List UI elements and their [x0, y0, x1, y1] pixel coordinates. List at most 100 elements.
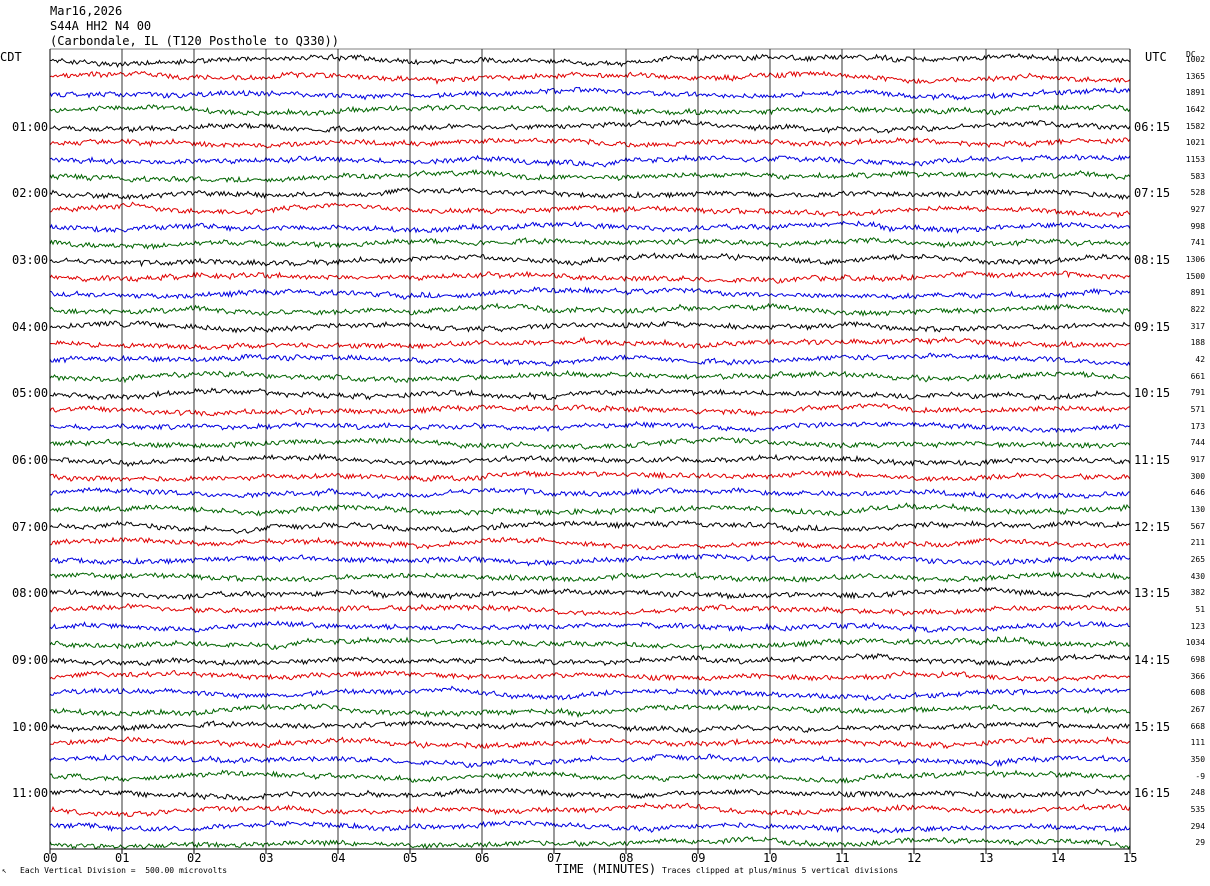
dc-offset-value: 366: [1190, 671, 1206, 681]
right-hour-label: 15:15: [1134, 719, 1171, 734]
dc-offset-value: 567: [1190, 521, 1206, 531]
chart-frame: [49, 48, 1131, 850]
dc-offset-value: 528: [1190, 188, 1206, 198]
trace-line: [49, 452, 1131, 468]
left-hour-label: 08:00: [12, 586, 49, 601]
trace-line: [49, 352, 1131, 367]
trace-line: [49, 369, 1131, 384]
trace-line: [49, 703, 1131, 718]
dc-offset-value: 1153: [1185, 155, 1206, 164]
trace-line: [49, 70, 1131, 85]
dc-offset-value: 188: [1190, 338, 1206, 348]
left-hour-label: 09:00: [12, 653, 49, 667]
trace-line: [49, 486, 1130, 500]
left-hour-label: 02:00: [12, 186, 49, 201]
clip-note: Traces clipped at plus/minus 5 vertical …: [662, 866, 899, 875]
trace-line: [50, 736, 1131, 750]
trace-line: [49, 402, 1131, 417]
x-tick-label: 12: [907, 851, 922, 865]
right-timezone-label: UTC: [1145, 50, 1167, 64]
right-hour-label: 14:15: [1134, 653, 1171, 667]
trace-line: [49, 436, 1131, 450]
trace-line: [49, 685, 1131, 702]
trace-line: [49, 153, 1131, 168]
trace-line: [49, 603, 1131, 617]
trace-line: [49, 220, 1131, 234]
dc-offset-value: 917: [1190, 455, 1206, 464]
trace-line: [49, 802, 1131, 818]
dc-offset-value: 744: [1190, 438, 1206, 448]
dc-offset-value: 1500: [1185, 271, 1206, 281]
trace-line: [49, 201, 1131, 219]
dc-offset-value: 430: [1190, 571, 1206, 581]
dc-offset-value: 535: [1190, 805, 1206, 814]
dc-offset-value: 294: [1190, 821, 1206, 831]
dc-offset-value: 698: [1190, 655, 1206, 664]
trace-line: [49, 420, 1131, 434]
dc-offset-value: 1021: [1185, 138, 1206, 148]
x-tick-label: 03: [259, 851, 274, 865]
trace-line: [49, 52, 1131, 69]
trace-line: [49, 519, 1131, 534]
left-hour-label: 01:00: [12, 119, 49, 134]
trace-line: [49, 753, 1131, 769]
x-tick-label: 00: [43, 851, 58, 865]
dc-offset-value: 1306: [1185, 255, 1206, 264]
x-tick-label: 05: [403, 851, 418, 865]
dc-offset-value: 42: [1195, 355, 1206, 364]
trace-line: [49, 570, 1131, 584]
left-hour-label: 10:00: [12, 719, 49, 734]
dc-offset-value: 741: [1190, 238, 1206, 248]
trace-line: [49, 336, 1131, 351]
right-hour-label: 08:15: [1134, 253, 1171, 267]
trace-line: [50, 119, 1131, 134]
trace-line: [49, 104, 1131, 117]
dc-offset-value: 571: [1190, 405, 1206, 414]
trace-line: [49, 787, 1131, 801]
dc-offset-value: 822: [1190, 305, 1206, 314]
trace-line: [49, 270, 1131, 284]
dc-offset-value: 1642: [1185, 105, 1206, 114]
dc-offset-value: 1582: [1185, 121, 1206, 131]
left-timezone-label: CDT: [0, 50, 22, 64]
x-tick-label: 11: [835, 851, 850, 865]
dc-offset-value: 265: [1190, 555, 1206, 564]
trace-line: [49, 252, 1131, 268]
trace-line: [49, 502, 1131, 517]
right-hour-label: 07:15: [1134, 186, 1171, 201]
right-hour-label: 06:15: [1134, 119, 1171, 134]
dc-offset-value: 29: [1195, 838, 1206, 848]
dc-offset-value: 1034: [1185, 638, 1206, 648]
right-hour-label: 09:15: [1134, 319, 1171, 334]
right-hour-label: 10:15: [1134, 386, 1171, 401]
trace-line: [49, 186, 1131, 201]
x-axis-title: TIME (MINUTES): [555, 862, 657, 876]
dc-offset-value: 350: [1190, 755, 1206, 764]
dc-offset-value: 998: [1190, 221, 1206, 231]
dc-offset-value: 111: [1190, 738, 1206, 748]
left-hour-label: 11:00: [12, 786, 49, 801]
x-tick-label: 02: [187, 851, 202, 865]
corner-icon: ↖: [2, 866, 7, 875]
dc-offset-value: 123: [1190, 621, 1206, 631]
right-hour-label: 12:15: [1134, 519, 1171, 534]
x-tick-label: 06: [475, 851, 490, 865]
dc-offset-value: 1002: [1185, 55, 1206, 64]
trace-line: [50, 387, 1131, 401]
seismogram-traces: [49, 52, 1131, 850]
x-axis-ticks: [49, 849, 1131, 854]
trace-line: [49, 168, 1131, 183]
trace-line: [49, 652, 1131, 667]
dc-offset-value: 791: [1190, 388, 1206, 398]
trace-line: [49, 620, 1131, 633]
trace-line: [49, 536, 1131, 551]
x-tick-label: 13: [979, 851, 994, 865]
dc-offset-value: 646: [1190, 488, 1206, 498]
trace-line: [49, 552, 1131, 567]
left-hour-label: 04:00: [12, 319, 49, 334]
minute-gridlines: [121, 49, 1059, 849]
trace-line: [49, 635, 1131, 651]
dc-offset-value: 130: [1190, 505, 1206, 514]
dc-offset-value: -9: [1195, 771, 1206, 781]
dc-offset-value: 891: [1190, 288, 1206, 298]
